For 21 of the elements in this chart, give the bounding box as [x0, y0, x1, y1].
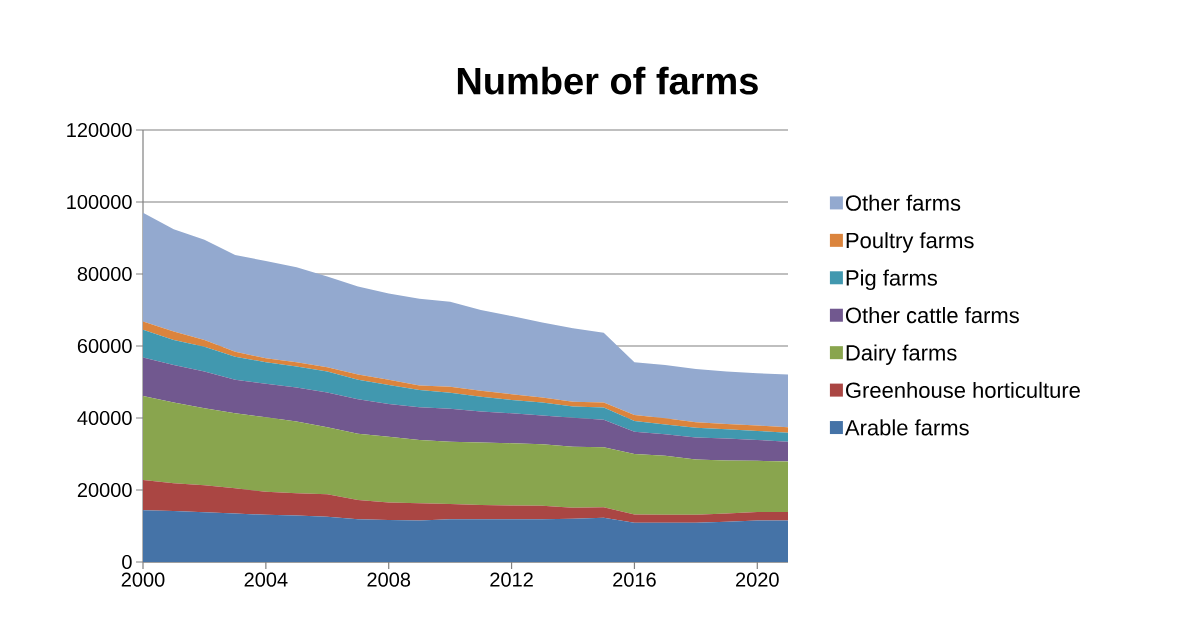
legend-label: Dairy farms — [846, 344, 957, 365]
x-tick-label: 2004 — [244, 572, 288, 587]
y-tick-label: 100000 — [67, 194, 132, 210]
y-tick-label: 20000 — [77, 482, 132, 498]
y-tick-label: 120000 — [67, 122, 132, 138]
chart-title: Number of farms — [457, 66, 758, 95]
x-tick-label: 2016 — [613, 572, 656, 587]
y-tick-label: 80000 — [77, 266, 132, 282]
legend-label: Arable farms — [844, 419, 969, 436]
x-tick-label: 2020 — [736, 572, 779, 587]
y-tick-label: 60000 — [77, 338, 132, 354]
y-tick-label: 0 — [122, 554, 132, 570]
x-tick-label: 2008 — [367, 572, 411, 587]
legend-label: Greenhouse horticulture — [846, 381, 1080, 399]
legend-label: Pig farms — [846, 269, 937, 291]
x-tick-label: 2012 — [490, 572, 533, 587]
x-tick-label: 2000 — [121, 572, 165, 587]
legend-label: Poultry farms — [846, 232, 974, 253]
legend-label: Other farms — [845, 194, 961, 211]
y-tick-label: 40000 — [77, 410, 132, 426]
legend-label: Other cattle farms — [845, 307, 1019, 324]
